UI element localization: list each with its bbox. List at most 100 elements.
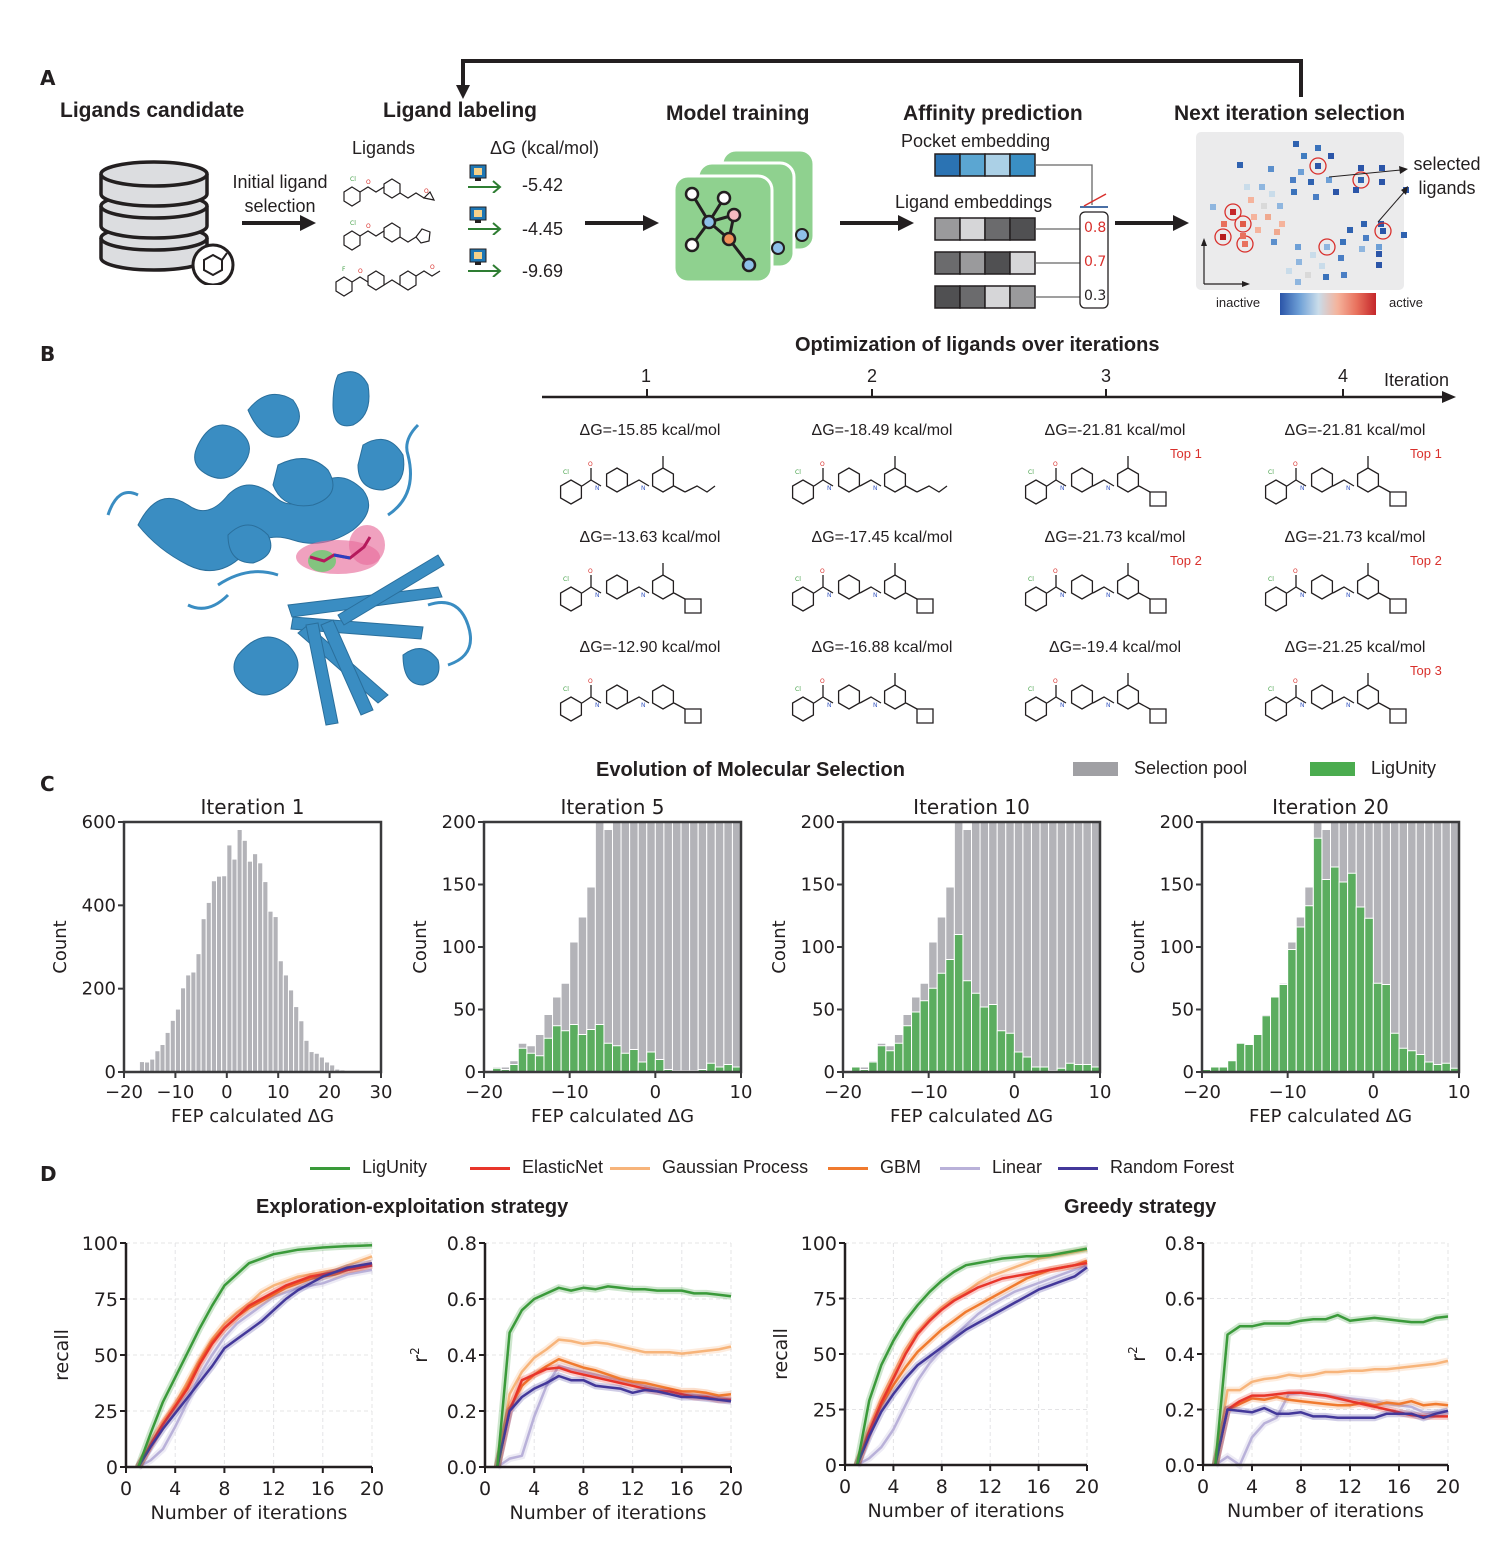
x-axis-label: FEP calculated ΔG	[1249, 1106, 1412, 1127]
y-axis-label: Count	[1128, 920, 1149, 973]
legend-label: ElasticNet	[522, 1157, 604, 1177]
y-tick-label: 50	[812, 1000, 835, 1021]
histogram-bar-pool	[144, 1061, 151, 1073]
histogram-bar-pool	[620, 821, 631, 1073]
selected-ligand-marker	[1224, 203, 1242, 221]
series-line-gaussian-process	[1214, 1359, 1449, 1466]
selected-ligand-marker	[1214, 228, 1232, 246]
histogram-bar-ligunity	[586, 1029, 596, 1073]
histogram-bar-pool	[164, 1031, 171, 1073]
svg-text:O: O	[1293, 678, 1298, 685]
svg-text:N: N	[873, 702, 878, 709]
scatter-point	[1315, 163, 1321, 169]
histogram-bar-pool	[154, 1050, 161, 1073]
svg-text:N: N	[1300, 702, 1305, 709]
svg-text:O: O	[366, 223, 371, 230]
x-tick-label: 4	[528, 1478, 540, 1500]
scatter-point	[1279, 221, 1285, 227]
histogram-bar-ligunity	[706, 1062, 716, 1073]
scatter-point	[1268, 166, 1274, 172]
svg-text:N: N	[1060, 485, 1065, 492]
histogram-bar-ligunity	[1304, 905, 1314, 1073]
histogram-bar-ligunity	[902, 1025, 913, 1073]
svg-text:N: N	[1106, 485, 1111, 492]
ligand-structure-drawing: Cl O N N	[1024, 563, 1167, 614]
panel-letter-a: A	[40, 66, 56, 90]
histogram-bar-ligunity	[962, 980, 973, 1073]
legend-label-ligunity: LigUnity	[1371, 758, 1437, 778]
histogram-bar-pool	[731, 821, 742, 1073]
scatter-point	[1380, 228, 1386, 234]
step-title-prediction: Affinity prediction	[903, 102, 1083, 125]
legend-label: LigUnity	[362, 1157, 428, 1177]
x-tick-label: 20	[318, 1082, 341, 1103]
y-tick-label: 75	[94, 1289, 118, 1311]
histogram-bar-ligunity	[1330, 866, 1340, 1073]
subplot-title: Iteration 20	[1272, 795, 1389, 819]
scatter-point	[1326, 177, 1332, 183]
svg-text:Cl: Cl	[350, 220, 356, 227]
histogram-bar-pool	[1415, 821, 1426, 1073]
histogram-bar-pool	[697, 821, 708, 1073]
legend-line-swatch	[940, 1167, 980, 1170]
exploration-strategy-title: Exploration-exploitation strategy	[256, 1196, 569, 1218]
subplot-title: Iteration 10	[913, 795, 1030, 819]
x-tick-label: 16	[670, 1478, 694, 1500]
labeled-value: -5.42	[522, 175, 564, 195]
y-tick-label: 100	[801, 1233, 837, 1255]
svg-text:N: N	[595, 702, 600, 709]
panel-letter-b: B	[40, 342, 56, 366]
scatter-point	[1261, 203, 1267, 209]
scatter-point	[1244, 184, 1250, 190]
scatter-point	[1255, 227, 1261, 233]
histogram-bar-pool	[313, 1052, 320, 1073]
x-tick-label: 16	[1387, 1476, 1411, 1498]
histogram-bar-ligunity	[893, 1042, 904, 1073]
histogram-bar-pool	[303, 1039, 310, 1073]
score-value: 0.3	[1084, 288, 1107, 304]
ligand-structure-drawing: Cl O N N	[791, 563, 934, 614]
ligand-structure-drawing: Cl O N N	[1024, 673, 1167, 724]
ligand-structure-drawing: Cl O N N	[1264, 673, 1407, 724]
scatter-point	[1340, 239, 1346, 245]
histogram-bar-ligunity	[620, 1052, 631, 1073]
y-tick-label: 50	[813, 1344, 837, 1366]
scatter-point	[1359, 246, 1365, 252]
histogram-bar-pool	[231, 858, 238, 1073]
scatter-point	[1323, 274, 1329, 280]
x-tick-label: −10	[1269, 1082, 1307, 1103]
histogram-bar-ligunity	[594, 1024, 605, 1073]
ligand-structure-drawing: Cl O N N	[559, 563, 702, 614]
legend-label: GBM	[880, 1157, 922, 1177]
colorbar-low-label: inactive	[1216, 295, 1261, 310]
y-tick-label: 50	[94, 1345, 118, 1367]
y-tick-label: 150	[1160, 875, 1194, 896]
svg-text:O: O	[820, 678, 825, 685]
histogram-bar-ligunity	[1278, 984, 1289, 1073]
ligand-dg-label: ΔG=-13.63 kcal/mol	[579, 529, 721, 546]
y-tick-label: 200	[82, 979, 116, 1000]
svg-text:N: N	[1346, 485, 1351, 492]
series-line-random-forest	[855, 1266, 1088, 1466]
histogram-bar-ligunity	[1347, 872, 1357, 1073]
scatter-point	[1265, 214, 1271, 220]
histogram-bar-pool	[1449, 821, 1460, 1073]
legend-line-swatch	[828, 1167, 868, 1170]
panel-letter-d: D	[40, 1162, 57, 1186]
x-tick-label: 4	[887, 1476, 899, 1498]
scatter-point	[1295, 279, 1301, 285]
step-title-selection: Next iteration selection	[1174, 102, 1406, 125]
ligands-header: Ligands	[352, 138, 416, 158]
histogram-bar-pool	[723, 821, 733, 1073]
ligand-dg-label: ΔG=-15.85 kcal/mol	[579, 422, 721, 439]
iteration-tick-label: 3	[1101, 366, 1112, 386]
x-tick-label: 0	[479, 1478, 491, 1500]
scatter-point	[1347, 227, 1353, 233]
protein-structure-image	[106, 371, 472, 726]
ligand-dg-label: ΔG=-16.88 kcal/mol	[811, 639, 953, 656]
series-line-random-forest	[496, 1374, 732, 1468]
top-rank-tag: Top 1	[1170, 446, 1202, 461]
x-tick-label: 12	[621, 1478, 645, 1500]
ligand-dg-label: ΔG=-12.90 kcal/mol	[579, 639, 721, 656]
